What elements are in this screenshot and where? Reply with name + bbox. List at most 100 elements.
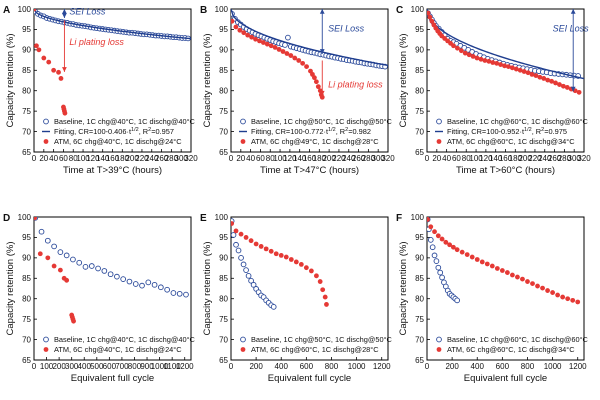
y-tick-label: 70	[22, 335, 31, 344]
y-tick-label: 80	[22, 87, 31, 96]
atm-point	[478, 56, 484, 62]
y-tick-label: 80	[22, 295, 31, 304]
atm-point	[260, 40, 266, 45]
x-tick-label: 320	[184, 154, 198, 163]
x-tick-label: 20	[39, 154, 48, 163]
atm-point	[432, 229, 437, 235]
baseline-point	[82, 263, 89, 270]
baseline-point	[454, 297, 460, 304]
legend-label: Baseline, 1C chg@50°C, 1C dischg@50°C	[251, 335, 393, 344]
atm-point	[313, 79, 319, 85]
atm-point	[484, 261, 490, 267]
atm-point	[428, 224, 434, 230]
atm-point	[312, 75, 317, 81]
atm-point	[545, 77, 551, 83]
arrow-head	[62, 13, 67, 18]
baseline-point	[70, 256, 76, 263]
atm-point	[450, 244, 456, 250]
baseline-point	[245, 272, 252, 279]
x-tick-label: 140	[293, 154, 307, 163]
atm-point	[36, 47, 42, 53]
atm-point	[459, 249, 465, 255]
baseline-point	[285, 34, 291, 41]
arrow-head	[570, 86, 576, 92]
panel-label: A	[3, 5, 10, 16]
panel-label: B	[200, 5, 207, 16]
x-tick-label: 120	[86, 154, 100, 163]
legend-marker-atm	[43, 347, 49, 352]
x-axis-label: Time at T>60°C (hours)	[456, 165, 555, 176]
x-tick-label: 200	[322, 154, 336, 163]
li-plating-loss-label: Li plating loss	[328, 79, 383, 89]
baseline-point	[429, 244, 436, 251]
atm-point	[248, 238, 254, 244]
x-tick-label: 300	[568, 154, 582, 163]
atm-point	[319, 94, 325, 100]
atm-point	[447, 242, 453, 248]
sei-loss-label: SEI Loss	[69, 7, 106, 17]
y-tick-label: 95	[22, 25, 31, 34]
fit-line	[427, 9, 584, 80]
y-tick-label: 95	[415, 233, 424, 242]
arrow-head	[62, 9, 67, 14]
baseline-point	[107, 271, 114, 278]
plot-area	[34, 9, 191, 116]
y-tick-label: 100	[411, 5, 425, 14]
baseline-point	[233, 241, 239, 248]
atm-point	[41, 55, 47, 61]
y-tick-label: 70	[219, 127, 228, 136]
atm-point	[530, 281, 535, 286]
atm-point	[264, 41, 270, 47]
baseline-point	[231, 232, 237, 238]
y-axis-label: Capacity retention (%)	[5, 34, 16, 128]
atm-point	[288, 257, 294, 262]
panel-label: E	[200, 213, 207, 224]
atm-point	[62, 110, 68, 116]
x-tick-label: 140	[96, 154, 110, 163]
x-tick-label: 400	[471, 362, 485, 371]
x-tick-label: 220	[135, 154, 149, 163]
x-tick-label: 600	[103, 362, 117, 371]
panel-label: C	[396, 5, 403, 16]
atm-point	[51, 263, 57, 269]
y-tick-label: 100	[215, 5, 229, 14]
legend-label: Baseline, 1C chg@60°C, 1C dischg@60°C	[447, 117, 589, 126]
y-tick-label: 65	[22, 356, 31, 365]
plot-frame	[426, 216, 585, 361]
x-tick-label: 40	[49, 154, 58, 163]
y-axis-label: Capacity retention (%)	[202, 34, 213, 128]
y-tick-label: 75	[219, 107, 228, 116]
y-tick-label: 65	[415, 356, 424, 365]
y-tick-label: 85	[415, 66, 424, 75]
atm-point	[293, 259, 299, 265]
legend-marker-baseline	[43, 336, 49, 343]
atm-point	[300, 60, 306, 66]
y-tick-label: 75	[22, 315, 31, 324]
y-tick-label: 65	[219, 356, 228, 365]
fit-line	[34, 9, 191, 40]
x-tick-label: 0	[32, 362, 37, 371]
y-tick-label: 90	[415, 46, 424, 55]
x-tick-label: 240	[145, 154, 159, 163]
atm-point	[280, 49, 286, 54]
atm-point	[258, 244, 264, 249]
baseline-point	[427, 237, 434, 243]
atm-point	[243, 235, 249, 240]
x-tick-label: 0	[32, 154, 37, 163]
atm-point	[535, 283, 540, 289]
baseline-point	[176, 290, 183, 297]
atm-point	[45, 255, 51, 261]
baseline-point	[57, 249, 64, 255]
y-tick-label: 85	[415, 274, 424, 283]
atm-point	[427, 217, 431, 222]
atm-point	[34, 43, 39, 49]
baseline-point	[437, 269, 444, 276]
x-tick-label: 220	[528, 154, 542, 163]
atm-point	[537, 74, 543, 80]
legend-label: ATM, 6C chg@60°C, 1C dischg@34°C	[447, 345, 575, 354]
legend: Baseline, 1C chg@50°C, 1C dischg@50°CFit…	[239, 117, 393, 146]
atm-point	[470, 53, 476, 59]
x-tick-label: 800	[325, 362, 339, 371]
atm-point	[560, 83, 566, 89]
